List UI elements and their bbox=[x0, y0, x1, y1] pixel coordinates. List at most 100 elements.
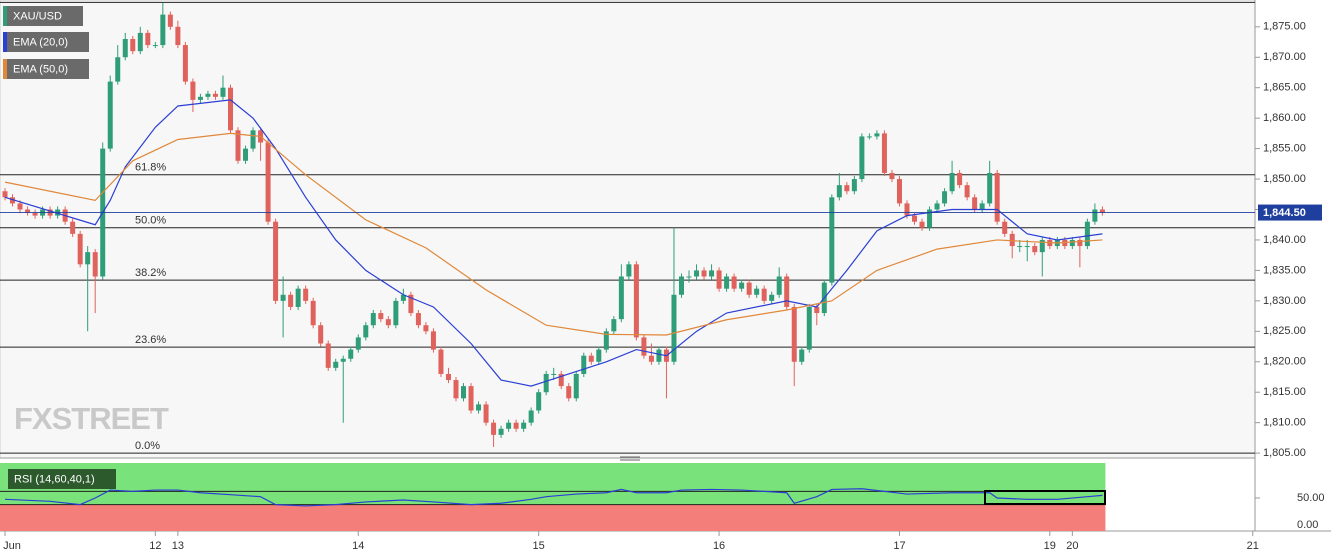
fib-label: 61.8% bbox=[135, 162, 166, 174]
candle-body bbox=[739, 282, 745, 289]
candle-body bbox=[791, 306, 797, 362]
candle-body bbox=[603, 331, 609, 350]
candle-body bbox=[1017, 246, 1023, 248]
watermark: FXSTREET bbox=[14, 401, 169, 436]
candle-body bbox=[1069, 239, 1075, 247]
candle-body bbox=[641, 337, 647, 356]
candle-body bbox=[1084, 221, 1090, 247]
candle-body bbox=[385, 319, 391, 326]
legend-label: EMA (20,0) bbox=[13, 36, 68, 48]
candle-body bbox=[987, 172, 993, 204]
candle-body bbox=[415, 313, 421, 326]
price-panel bbox=[0, 0, 1256, 459]
candle-body bbox=[994, 172, 1000, 222]
candle-body bbox=[671, 294, 677, 362]
candle-body bbox=[611, 319, 617, 332]
candle-body bbox=[506, 422, 512, 429]
candle-body bbox=[746, 282, 752, 295]
candle-body bbox=[370, 313, 376, 326]
candle-body bbox=[927, 209, 933, 228]
candle-body bbox=[190, 81, 196, 100]
candle-body bbox=[265, 142, 271, 222]
candle-body bbox=[220, 87, 226, 97]
candle-body bbox=[400, 294, 406, 301]
candle-body bbox=[318, 325, 324, 344]
candle-body bbox=[393, 300, 399, 326]
candle-body bbox=[513, 422, 519, 429]
candle-body bbox=[761, 288, 767, 301]
candle-body bbox=[2, 191, 8, 198]
candle-body bbox=[829, 197, 835, 283]
candle-body bbox=[678, 276, 684, 295]
candle-body bbox=[340, 358, 346, 362]
candle-body bbox=[212, 93, 218, 97]
x-tick-label: Jun bbox=[3, 540, 21, 552]
candle-body bbox=[152, 45, 158, 47]
candle-body bbox=[799, 349, 805, 362]
candle-body bbox=[430, 331, 436, 350]
fib-label: 38.2% bbox=[135, 267, 166, 279]
y-tick-label: 1,815.00 bbox=[1263, 386, 1306, 398]
fib-label: 0.0% bbox=[135, 440, 160, 452]
x-tick-label: 13 bbox=[172, 540, 184, 552]
candle-body bbox=[626, 264, 632, 277]
candle-body bbox=[536, 392, 542, 411]
candle-body bbox=[491, 422, 497, 435]
candle-body bbox=[656, 349, 662, 362]
candle-body bbox=[288, 294, 294, 307]
candle-body bbox=[363, 325, 369, 338]
candle-body bbox=[273, 221, 279, 301]
candle-body bbox=[806, 306, 812, 350]
candle-body bbox=[934, 203, 940, 210]
candle-body bbox=[1024, 246, 1030, 248]
legend-box bbox=[3, 6, 83, 26]
candle-body bbox=[919, 221, 925, 228]
candle-body bbox=[107, 81, 113, 149]
candle-body bbox=[122, 38, 128, 58]
legend-swatch bbox=[3, 32, 7, 52]
candle-body bbox=[573, 373, 579, 399]
candle-body bbox=[348, 349, 354, 359]
x-tick-label: 19 bbox=[1044, 540, 1056, 552]
x-tick-label: 17 bbox=[893, 540, 905, 552]
legend-label: XAU/USD bbox=[13, 10, 62, 22]
y-tick-label: 1,865.00 bbox=[1263, 82, 1306, 94]
candle-body bbox=[235, 130, 241, 161]
candle-body bbox=[566, 386, 572, 399]
candle-body bbox=[581, 355, 587, 374]
x-tick-label: 15 bbox=[533, 540, 545, 552]
candle-body bbox=[543, 373, 549, 393]
candle-body bbox=[468, 386, 474, 411]
ema-line bbox=[4, 132, 1103, 336]
candle-body bbox=[167, 14, 173, 27]
legend-label: EMA (50,0) bbox=[13, 63, 68, 75]
candle-body bbox=[979, 203, 985, 210]
candle-body bbox=[694, 270, 700, 277]
y-tick-label: 1,875.00 bbox=[1263, 21, 1306, 33]
y-tick-label: 50.00 bbox=[1297, 492, 1325, 504]
candle-body bbox=[588, 355, 594, 362]
rsi-lower-zone bbox=[0, 504, 1106, 531]
candle-body bbox=[957, 172, 963, 186]
ema-line bbox=[4, 99, 1103, 387]
legend-swatch bbox=[3, 59, 7, 79]
fib-label: 50.0% bbox=[135, 215, 166, 227]
candle-body bbox=[25, 209, 31, 213]
candle-body bbox=[866, 136, 872, 138]
y-tick-label: 1,820.00 bbox=[1263, 356, 1306, 368]
candle-body bbox=[378, 313, 384, 320]
candle-body bbox=[896, 179, 902, 204]
rsi-upper-zone bbox=[0, 463, 1106, 505]
candle-body bbox=[1077, 239, 1083, 247]
candle-body bbox=[964, 185, 970, 198]
candle-body bbox=[528, 410, 534, 423]
legend-swatch bbox=[3, 6, 7, 26]
candle-body bbox=[889, 172, 895, 180]
candle-body bbox=[461, 386, 467, 399]
y-tick-label: 1,835.00 bbox=[1263, 264, 1306, 276]
candle-body bbox=[754, 288, 760, 295]
candle-body bbox=[160, 14, 166, 46]
legend-swatch bbox=[4, 469, 8, 489]
y-tick-label: 1,870.00 bbox=[1263, 51, 1306, 63]
